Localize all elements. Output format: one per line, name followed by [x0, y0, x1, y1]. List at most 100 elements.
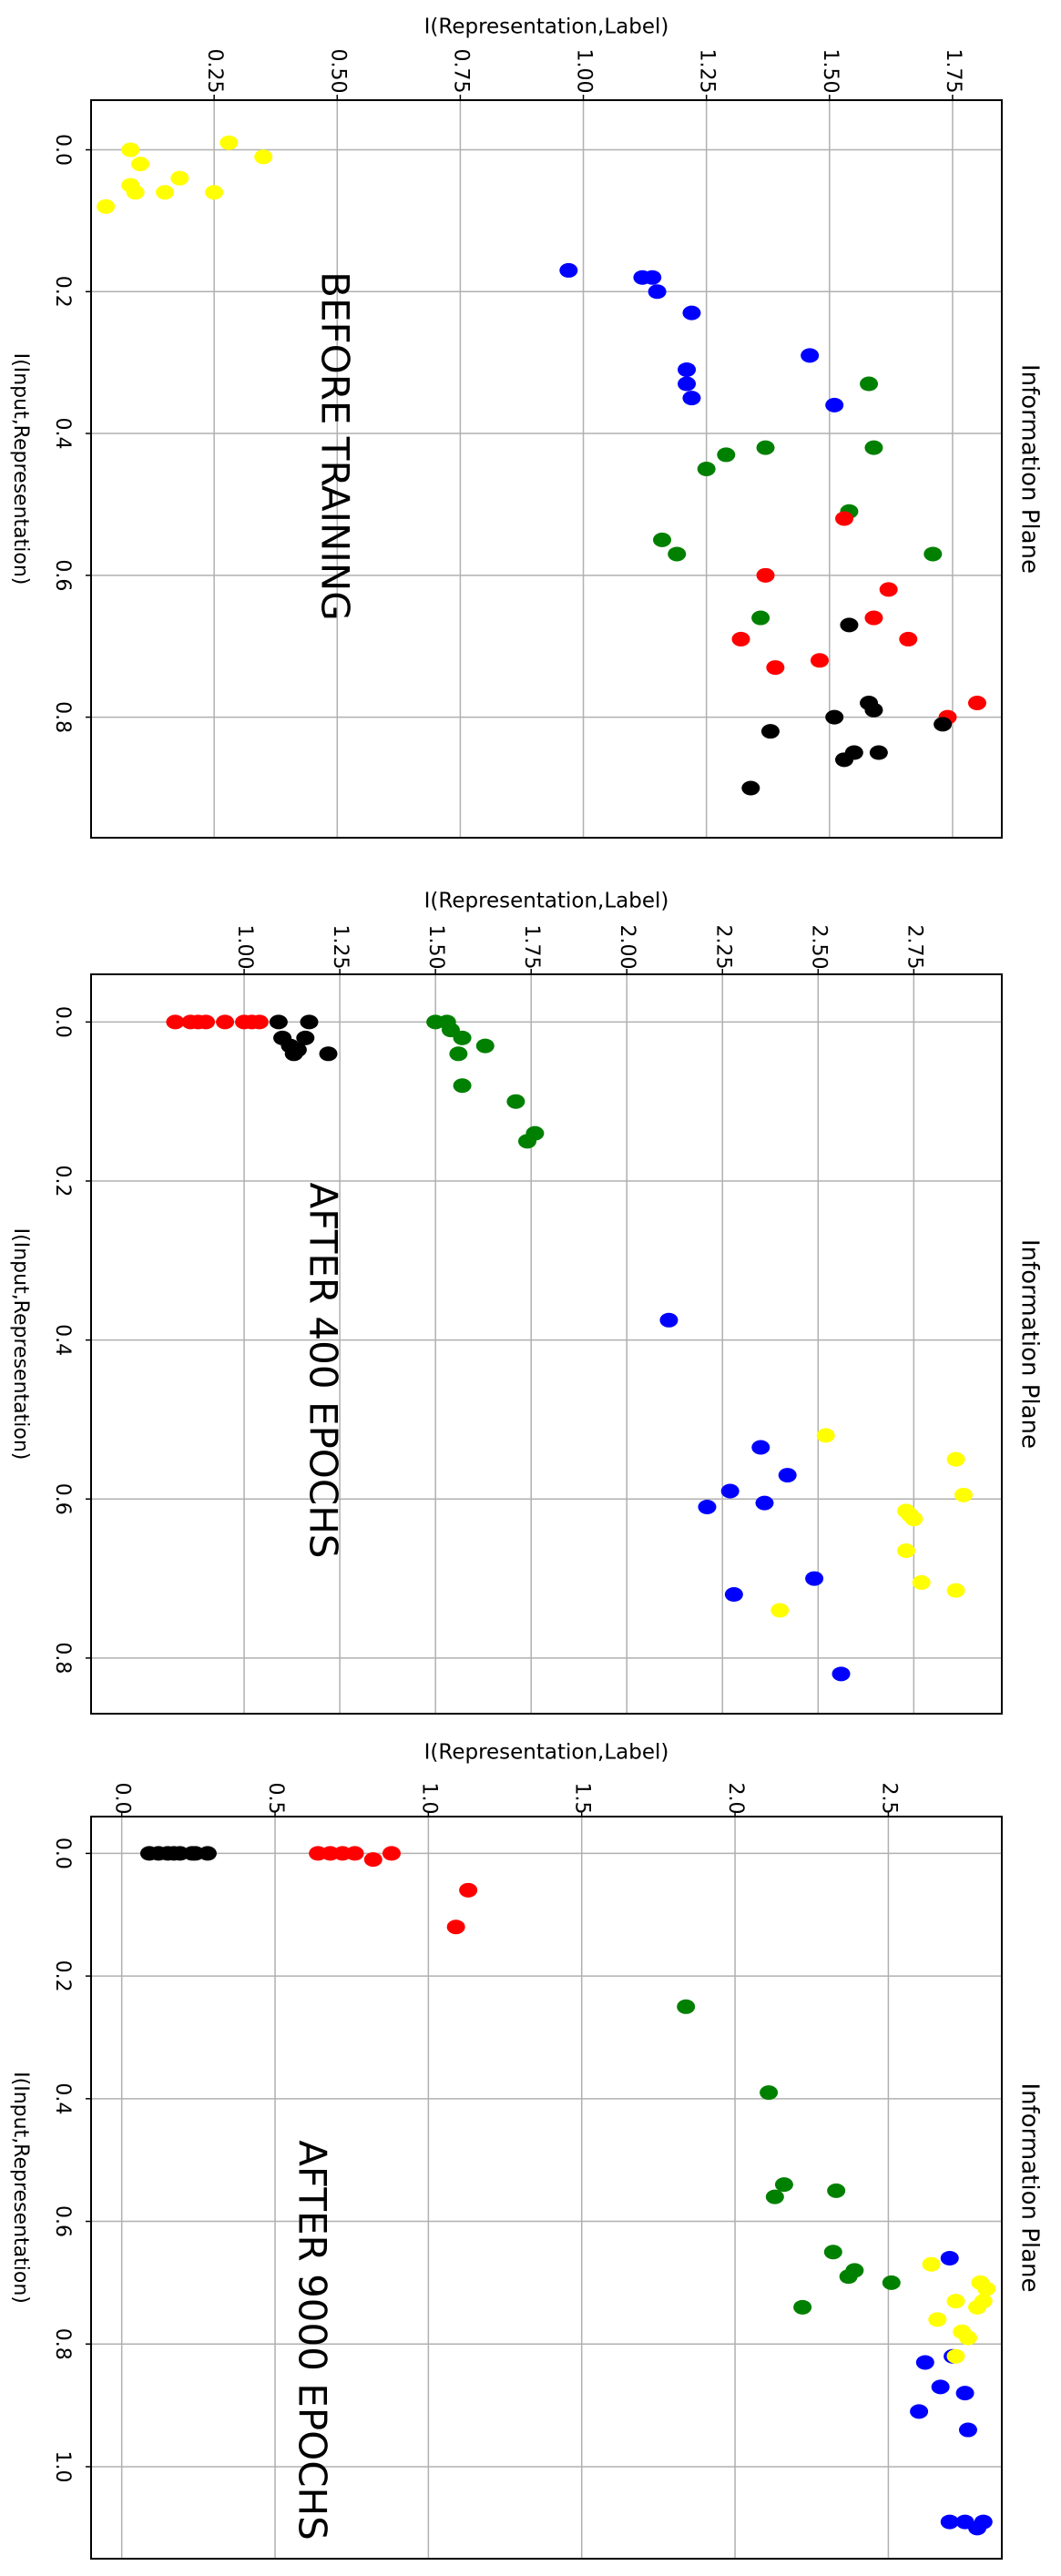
y-tick-label: 0.0: [111, 1783, 134, 1815]
y-tick-label: 2.00: [616, 925, 638, 970]
scatter-point: [751, 610, 770, 626]
scatter-point: [946, 2294, 965, 2309]
scatter-point: [300, 1014, 319, 1030]
scatter-point: [835, 752, 854, 768]
y-tick-label: 0.5: [264, 1783, 287, 1815]
x-tick-label: 0.8: [51, 1642, 74, 1674]
scatter-point: [977, 2281, 996, 2296]
x-tick-label: 0.6: [51, 2205, 74, 2237]
scatter-point: [882, 2275, 901, 2290]
x-tick-label: 0.2: [51, 1960, 74, 1992]
panel-annotation: BEFORE TRAINING: [313, 271, 358, 621]
y-tick-label: 1.75: [942, 49, 964, 94]
x-tick-label: 0.0: [51, 134, 74, 166]
y-tick-label: 2.5: [877, 1783, 900, 1815]
y-tick-label: 1.00: [233, 925, 256, 970]
scatter-point: [805, 1571, 824, 1586]
scatter-point: [216, 1014, 235, 1030]
scatter-point: [170, 170, 189, 186]
y-axis-label: I(Representation,Label): [424, 890, 669, 913]
scatter-point: [653, 532, 672, 547]
plot-frame: [90, 99, 1003, 839]
scatter-point: [840, 617, 859, 633]
scatter-point: [296, 1030, 315, 1045]
y-tick-label: 2.50: [807, 925, 830, 970]
y-tick-label: 0.75: [449, 49, 472, 94]
scatter-point: [825, 709, 844, 725]
scatter-point: [166, 1014, 185, 1030]
x-axis-label: I(Input,Representation): [9, 1228, 32, 1461]
scatter-point: [839, 2269, 858, 2285]
scatter-point: [459, 1882, 478, 1898]
scatter-point: [678, 376, 697, 392]
y-tick-label: 1.50: [424, 925, 447, 970]
scatter-point: [126, 185, 145, 200]
scatter-point: [751, 1440, 770, 1455]
scatter-point: [219, 135, 239, 150]
scatter-point: [717, 447, 736, 463]
scatter-point: [931, 2379, 950, 2395]
scatter-point: [946, 2348, 965, 2364]
scatter-point: [879, 582, 898, 597]
scatter-point: [254, 149, 273, 165]
x-axis-label: I(Input,Representation): [9, 353, 32, 585]
scatter-point: [778, 1468, 797, 1483]
scatter-point: [682, 391, 701, 406]
x-tick-label: 0.2: [51, 1166, 74, 1197]
scatter-point: [946, 1583, 965, 1598]
scatter-point: [205, 185, 224, 200]
scatter-point: [967, 696, 986, 711]
panel-2: 0.0 0.2 0.4 0.6 0.8 1.00 1.25 1.50 1.75 2.00 2.25 2…: [9, 890, 1044, 1715]
scatter-point: [896, 1543, 915, 1559]
scatter-point: [97, 199, 116, 214]
scatter-point: [765, 2189, 784, 2204]
scatter-point: [801, 348, 820, 363]
y-axis-label: I(Representation,Label): [424, 15, 669, 39]
scatter-point: [345, 1846, 364, 1861]
scatter-point: [756, 567, 775, 583]
scatter-point: [319, 1046, 338, 1062]
scatter-point: [811, 653, 829, 668]
scatter-point: [186, 1846, 205, 1861]
scatter-point: [869, 745, 888, 760]
x-tick-label: 0.8: [51, 701, 74, 733]
x-tick-label: 1.0: [51, 2450, 74, 2482]
scatter-point: [831, 1666, 851, 1682]
scatter-point: [760, 724, 780, 739]
scatter-point: [774, 2177, 793, 2193]
scatter-point: [284, 1046, 303, 1062]
scatter-point: [517, 1134, 536, 1149]
chart-title: Information Plane: [1016, 1239, 1044, 1449]
y-tick-label: 1.00: [573, 49, 596, 94]
scatter-point: [741, 780, 760, 796]
scatter-point: [928, 2312, 947, 2327]
scatter-point: [904, 1512, 923, 1527]
scatter-point: [363, 1852, 383, 1868]
scatter-point: [724, 1587, 743, 1603]
scatter-point: [954, 1487, 973, 1502]
scatter-point: [449, 1046, 468, 1062]
scatter-point: [643, 270, 662, 285]
scatter-point: [131, 157, 150, 172]
panel-annotation: AFTER 400 EPOCHS: [301, 1183, 346, 1559]
scatter-point: [933, 717, 953, 732]
panel-3: 0.0 0.2 0.4 0.6 0.8 1.0 0.0 0.5 1.0 1.5 2.0 2.5 AFTE…: [9, 1741, 1044, 2560]
scatter-point: [121, 142, 140, 158]
y-tick-label: 2.75: [903, 925, 925, 970]
scatter-point: [156, 185, 175, 200]
scatter-point: [453, 1030, 472, 1045]
scatter-point: [197, 1014, 216, 1030]
scatter-point: [755, 1495, 774, 1511]
scatter-point: [698, 1499, 717, 1514]
scatter-point: [506, 1094, 525, 1109]
chart-title: Information Plane: [1016, 2082, 1044, 2292]
y-tick-label: 1.0: [417, 1783, 440, 1815]
scatter-point: [446, 1919, 465, 1935]
scatter-point: [770, 1603, 790, 1618]
x-tick-label: 0.8: [51, 2328, 74, 2360]
scatter-point: [766, 660, 785, 676]
scatter-point: [864, 702, 883, 718]
scatter-point: [823, 2245, 842, 2260]
scatter-point: [940, 2250, 959, 2265]
